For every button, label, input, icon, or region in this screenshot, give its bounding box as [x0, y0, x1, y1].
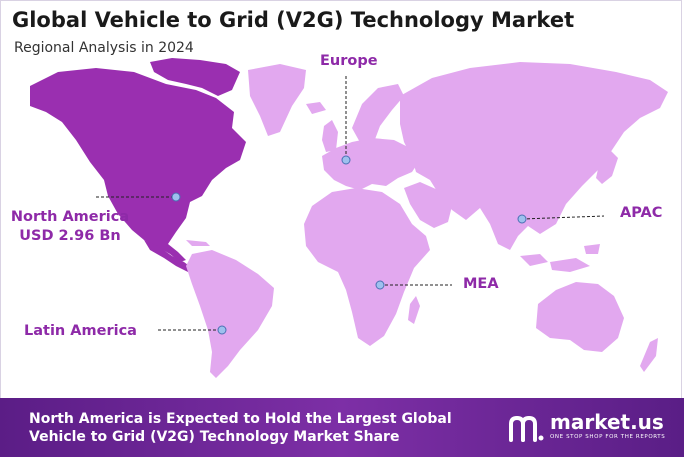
europe-marker — [341, 155, 351, 165]
scandinavia-shape — [352, 84, 404, 146]
uk-shape — [322, 120, 338, 152]
north-america-shape — [30, 68, 246, 262]
latin-america-marker — [217, 325, 227, 335]
brand: market.us ONE STOP SHOP FOR THE REPORTS — [508, 410, 678, 446]
new-zealand-shape — [640, 338, 658, 372]
south-america-shape — [186, 250, 274, 378]
page-subtitle: Regional Analysis in 2024 — [14, 40, 194, 56]
europe-shape — [322, 138, 420, 190]
arabia-shape — [404, 182, 452, 228]
brand-name: market.us — [550, 410, 664, 434]
world-map — [30, 58, 668, 378]
europe-label: Europe — [320, 53, 378, 69]
latin-america-label: Latin America — [24, 323, 137, 339]
asia-shape — [400, 62, 668, 250]
footer-message: North America is Expected to Hold the La… — [29, 410, 499, 446]
mea-marker — [375, 280, 385, 290]
madagascar-shape — [408, 296, 420, 324]
north-america-value: USD 2.96 Bn — [19, 228, 121, 244]
caribbean-shape — [186, 240, 210, 246]
central-america-shape — [144, 240, 192, 272]
market-us-logo-icon — [509, 415, 544, 442]
north-america-name: North America — [10, 209, 130, 225]
iceland-shape — [306, 102, 326, 114]
greenland-shape — [248, 64, 306, 136]
footer-line-1: North America is Expected to Hold the La… — [29, 411, 452, 427]
footer-line-2: Vehicle to Grid (V2G) Technology Market … — [29, 429, 400, 445]
brand-tagline: ONE STOP SHOP FOR THE REPORTS — [550, 434, 666, 440]
page-title: Global Vehicle to Grid (V2G) Technology … — [12, 8, 575, 32]
apac-leader-line — [521, 215, 605, 220]
apac-marker — [517, 214, 527, 224]
australia-shape — [536, 282, 624, 352]
apac-label: APAC — [620, 205, 663, 221]
japan-shape — [596, 150, 618, 184]
mea-label: MEA — [463, 276, 499, 292]
se-asia-islands-shape — [520, 244, 600, 272]
north-america-label: North America USD 2.96 Bn — [6, 208, 134, 246]
arctic-islands-shape — [150, 58, 240, 96]
north-america-marker — [171, 192, 181, 202]
footer-banner: North America is Expected to Hold the La… — [0, 398, 684, 457]
africa-shape — [304, 188, 430, 346]
